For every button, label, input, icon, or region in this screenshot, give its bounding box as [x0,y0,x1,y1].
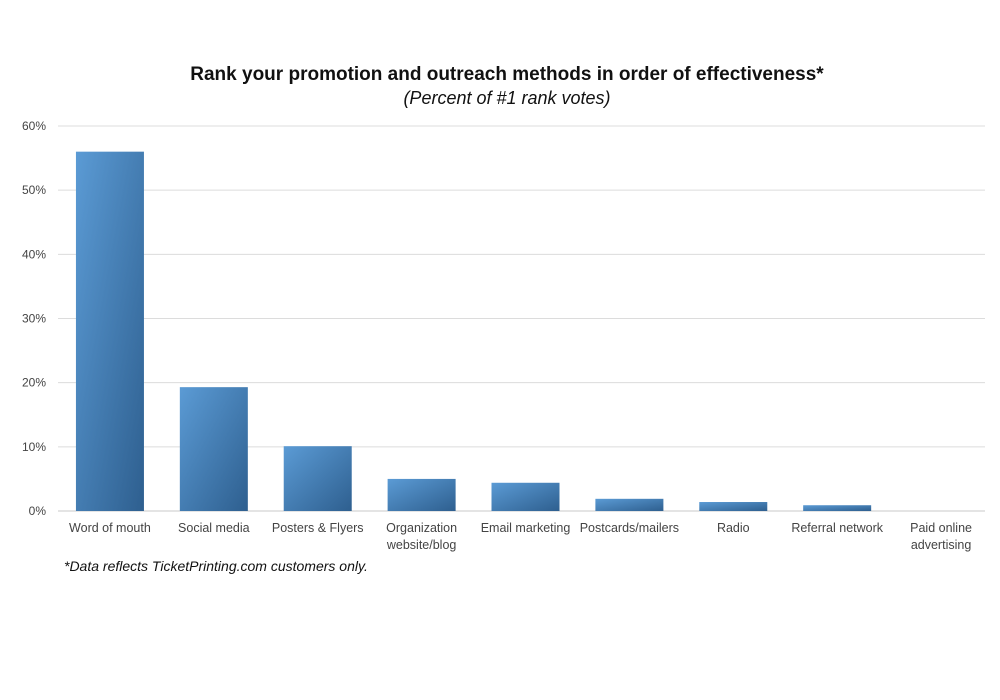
x-category-label: Paid online advertising [910,521,972,552]
x-category-label: Radio [717,521,750,535]
bar [491,482,560,511]
y-tick-label: 40% [22,247,46,261]
y-tick-label: 0% [29,504,47,518]
x-category-label: Word of mouth [69,521,151,535]
y-axis-ticks: 0% 10% 20% 30% 40% 50% 60% [22,119,46,518]
bar [699,502,768,511]
bar [595,498,664,511]
x-category-label: Postcards/mailers [580,521,679,535]
x-category-label: Social media [178,521,250,535]
x-category-label: Email marketing [481,521,571,535]
bars [75,151,872,511]
y-tick-label: 10% [22,440,46,454]
x-category-label: Posters & Flyers [272,521,364,535]
y-tick-label: 50% [22,183,46,197]
bar [803,505,872,511]
chart-title: Rank your promotion and outreach methods… [190,64,824,85]
bar [179,387,248,511]
footnote: *Data reflects TicketPrinting.com custom… [64,558,368,574]
bar [387,478,456,511]
y-tick-label: 30% [22,312,46,326]
bar [75,151,144,511]
y-tick-label: 60% [22,119,46,133]
bar [283,446,352,511]
y-tick-label: 20% [22,376,46,390]
x-category-label: Organization website/blog [386,521,457,552]
x-category-label: Referral network [791,521,883,535]
chart-subtitle: (Percent of #1 rank votes) [403,88,610,108]
x-axis-labels: Word of mouth Social media Posters & Flyer… [69,521,972,552]
